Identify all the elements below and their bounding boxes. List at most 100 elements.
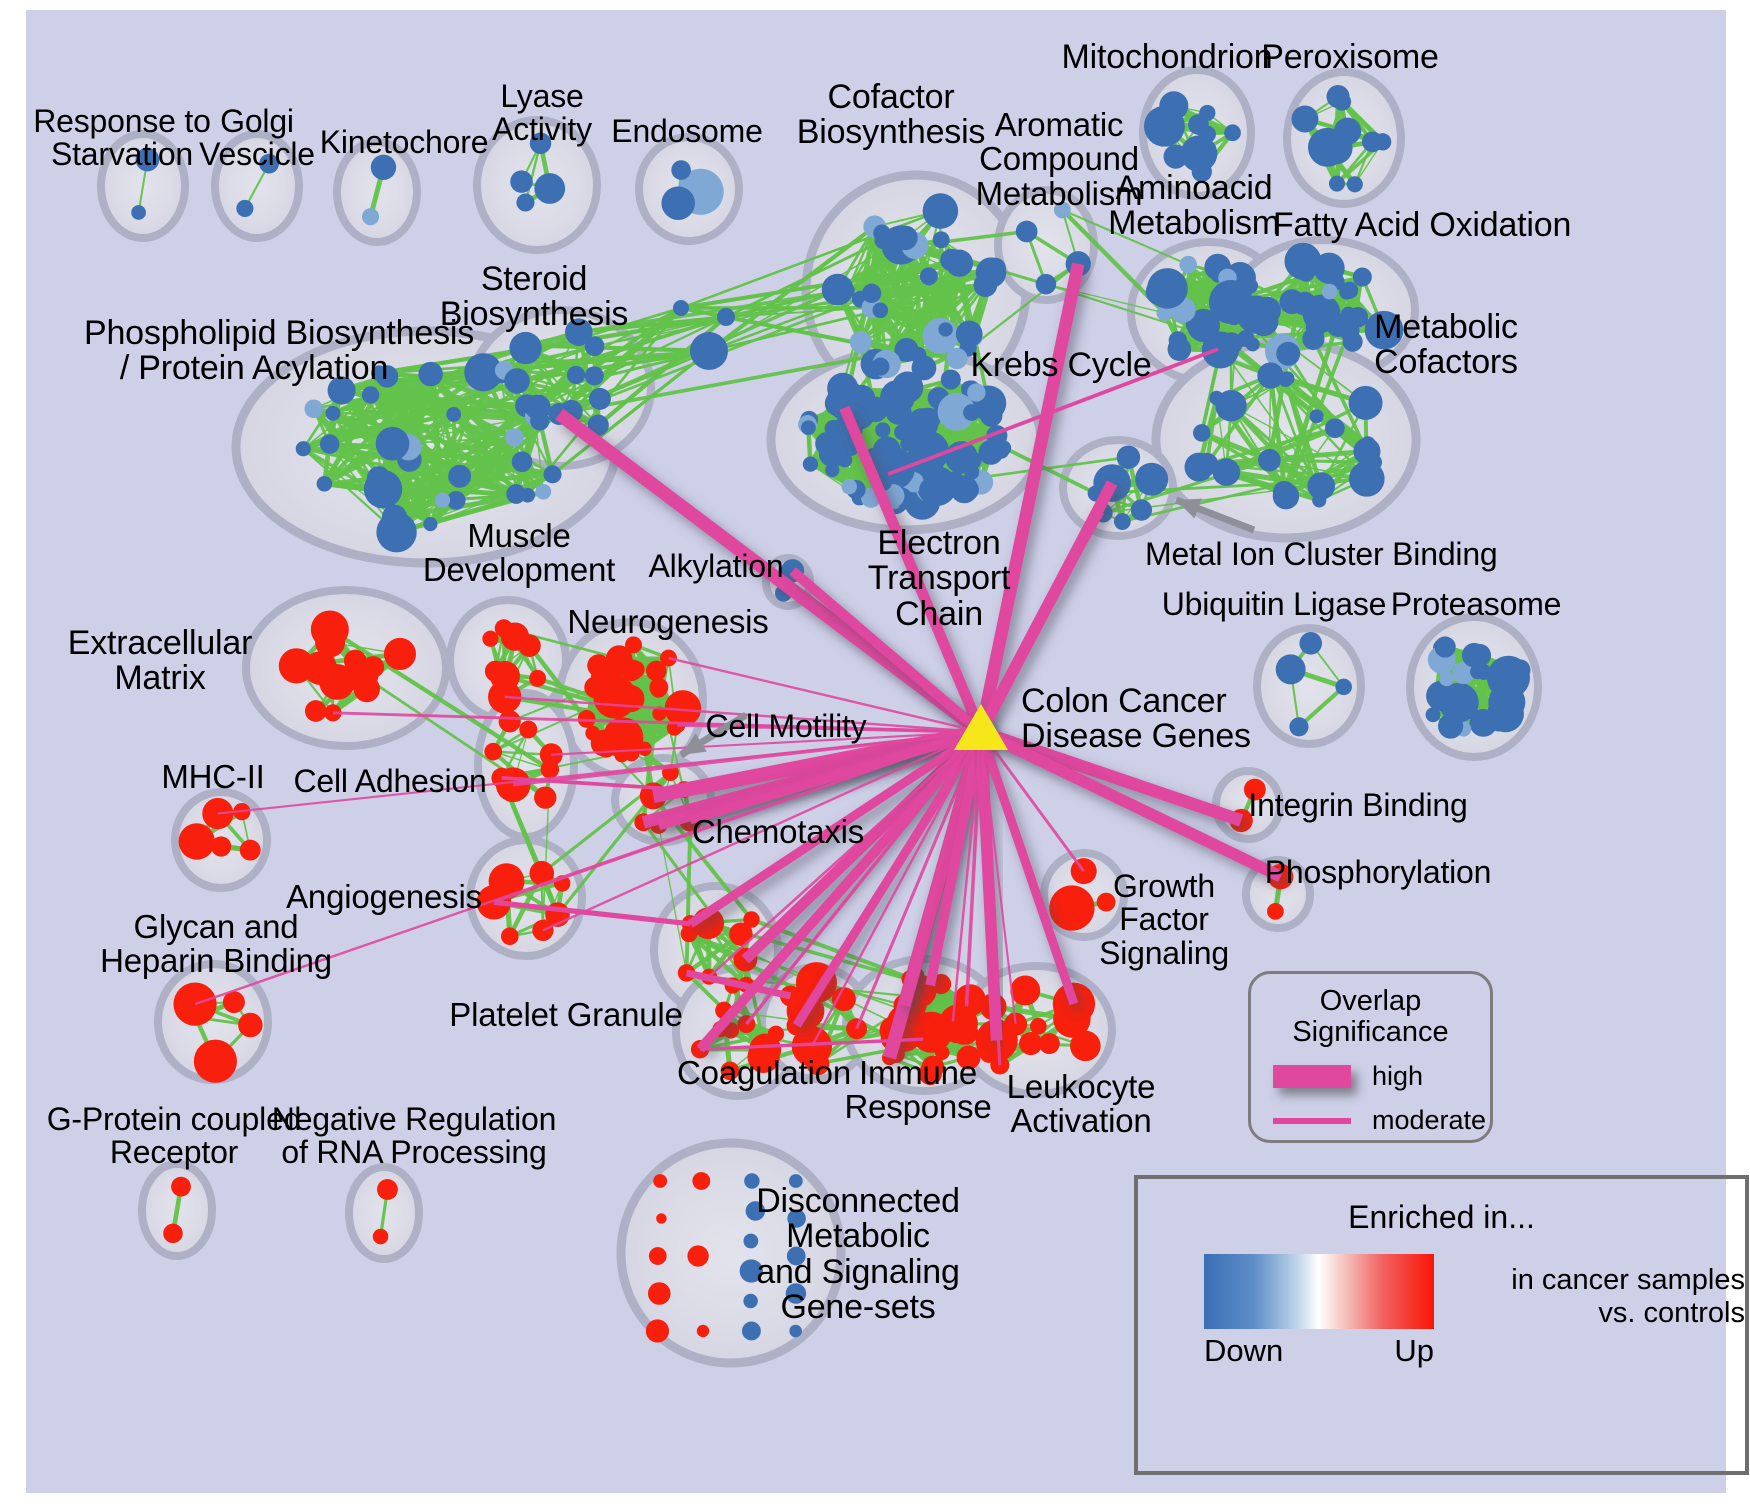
gene-set-node[interactable] — [319, 434, 340, 454]
gene-set-node[interactable] — [653, 1174, 668, 1188]
gene-set-node[interactable] — [535, 483, 552, 500]
gene-set-node[interactable] — [767, 1025, 785, 1042]
gene-set-node[interactable] — [1312, 493, 1327, 508]
gene-set-node[interactable] — [1340, 306, 1356, 322]
gene-set-node[interactable] — [343, 649, 367, 673]
gene-set-node[interactable] — [534, 173, 566, 204]
gene-set-node[interactable] — [995, 440, 1012, 457]
gene-set-node[interactable] — [383, 637, 417, 671]
gene-set-node[interactable] — [1333, 117, 1362, 145]
gene-set-node[interactable] — [504, 368, 530, 394]
gene-set-node[interactable] — [377, 1179, 398, 1200]
gene-set-node[interactable] — [664, 690, 702, 727]
gene-set-node[interactable] — [259, 153, 279, 174]
gene-set-node[interactable] — [446, 407, 462, 422]
gene-set-node[interactable] — [661, 186, 695, 220]
gene-set-node[interactable] — [446, 490, 466, 510]
gene-set-node[interactable] — [1113, 513, 1131, 530]
gene-set-node[interactable] — [506, 484, 526, 504]
gene-set-node[interactable] — [375, 365, 399, 388]
gene-set-node[interactable] — [652, 706, 667, 721]
gene-set-node[interactable] — [1224, 124, 1241, 142]
gene-set-node[interactable] — [673, 300, 689, 316]
gene-set-node[interactable] — [937, 392, 976, 431]
gene-set-node[interactable] — [509, 331, 542, 365]
gene-set-node[interactable] — [448, 464, 472, 488]
gene-set-node[interactable] — [956, 445, 977, 466]
gene-set-node[interactable] — [888, 388, 911, 411]
gene-set-node[interactable] — [1280, 371, 1295, 386]
gene-set-node[interactable] — [587, 414, 609, 436]
gene-set-node[interactable] — [131, 205, 146, 220]
gene-set-node[interactable] — [1328, 175, 1345, 192]
gene-set-node[interactable] — [967, 383, 986, 402]
gene-set-node[interactable] — [1276, 341, 1301, 366]
gene-set-node[interactable] — [1167, 337, 1192, 362]
gene-set-node[interactable] — [566, 365, 586, 385]
gene-set-node[interactable] — [295, 441, 311, 457]
gene-set-node[interactable] — [584, 336, 605, 357]
gene-set-node[interactable] — [973, 273, 998, 298]
hub-node-colon-cancer-disease-genes[interactable] — [954, 704, 1008, 750]
gene-set-node[interactable] — [304, 399, 324, 419]
gene-set-node[interactable] — [1135, 462, 1169, 496]
gene-set-node[interactable] — [1184, 452, 1214, 482]
gene-set-node[interactable] — [647, 1282, 671, 1305]
gene-set-node[interactable] — [1302, 327, 1325, 350]
gene-set-node[interactable] — [743, 1233, 759, 1249]
gene-set-node[interactable] — [821, 273, 854, 306]
gene-set-node[interactable] — [919, 267, 938, 286]
gene-set-node[interactable] — [1130, 499, 1153, 521]
gene-set-node[interactable] — [1053, 1000, 1091, 1038]
gene-set-node[interactable] — [871, 357, 890, 376]
gene-set-node[interactable] — [1070, 858, 1097, 885]
gene-set-node[interactable] — [921, 1055, 945, 1079]
gene-set-node[interactable] — [861, 283, 882, 303]
gene-set-node[interactable] — [872, 436, 901, 465]
gene-set-node[interactable] — [1163, 144, 1188, 169]
gene-set-node[interactable] — [327, 376, 356, 405]
gene-set-node[interactable] — [1272, 482, 1300, 510]
gene-set-node[interactable] — [325, 405, 341, 421]
gene-set-node[interactable] — [1180, 135, 1218, 172]
gene-set-node[interactable] — [1426, 680, 1457, 712]
gene-set-node[interactable] — [1469, 708, 1498, 737]
gene-set-node[interactable] — [590, 662, 623, 695]
gene-set-node[interactable] — [510, 170, 533, 193]
gene-set-node[interactable] — [922, 193, 959, 229]
gene-set-node[interactable] — [956, 1045, 981, 1070]
gene-set-node[interactable] — [938, 1004, 978, 1044]
gene-set-node[interactable] — [584, 366, 604, 386]
gene-set-node[interactable] — [178, 823, 215, 860]
gene-set-node[interactable] — [950, 475, 979, 504]
gene-set-node[interactable] — [529, 860, 555, 886]
gene-set-node[interactable] — [648, 1247, 667, 1265]
gene-set-node[interactable] — [1156, 305, 1173, 321]
gene-set-node[interactable] — [423, 517, 438, 532]
gene-set-node[interactable] — [366, 466, 391, 490]
gene-set-node[interactable] — [625, 636, 642, 654]
gene-set-node[interactable] — [919, 477, 943, 502]
gene-set-node[interactable] — [1212, 458, 1241, 486]
gene-set-node[interactable] — [488, 863, 525, 900]
gene-set-node[interactable] — [874, 232, 892, 249]
gene-set-node[interactable] — [687, 1245, 709, 1267]
gene-set-node[interactable] — [518, 634, 541, 657]
gene-set-node[interactable] — [743, 911, 760, 928]
gene-set-node[interactable] — [646, 660, 667, 682]
gene-set-node[interactable] — [1209, 280, 1253, 324]
gene-set-node[interactable] — [278, 648, 315, 684]
gene-set-node[interactable] — [1038, 1033, 1060, 1055]
gene-set-node[interactable] — [1346, 176, 1363, 193]
gene-set-node[interactable] — [696, 1324, 710, 1338]
gene-set-node[interactable] — [1468, 643, 1492, 667]
gene-set-node[interactable] — [717, 308, 735, 326]
gene-set-node[interactable] — [1291, 105, 1319, 133]
gene-set-node[interactable] — [484, 660, 507, 682]
gene-set-node[interactable] — [1321, 283, 1338, 300]
gene-set-node[interactable] — [1275, 654, 1306, 685]
gene-set-node[interactable] — [743, 1293, 758, 1309]
gene-set-node[interactable] — [1352, 267, 1372, 287]
gene-set-node[interactable] — [370, 154, 397, 180]
gene-set-node[interactable] — [747, 1040, 780, 1074]
